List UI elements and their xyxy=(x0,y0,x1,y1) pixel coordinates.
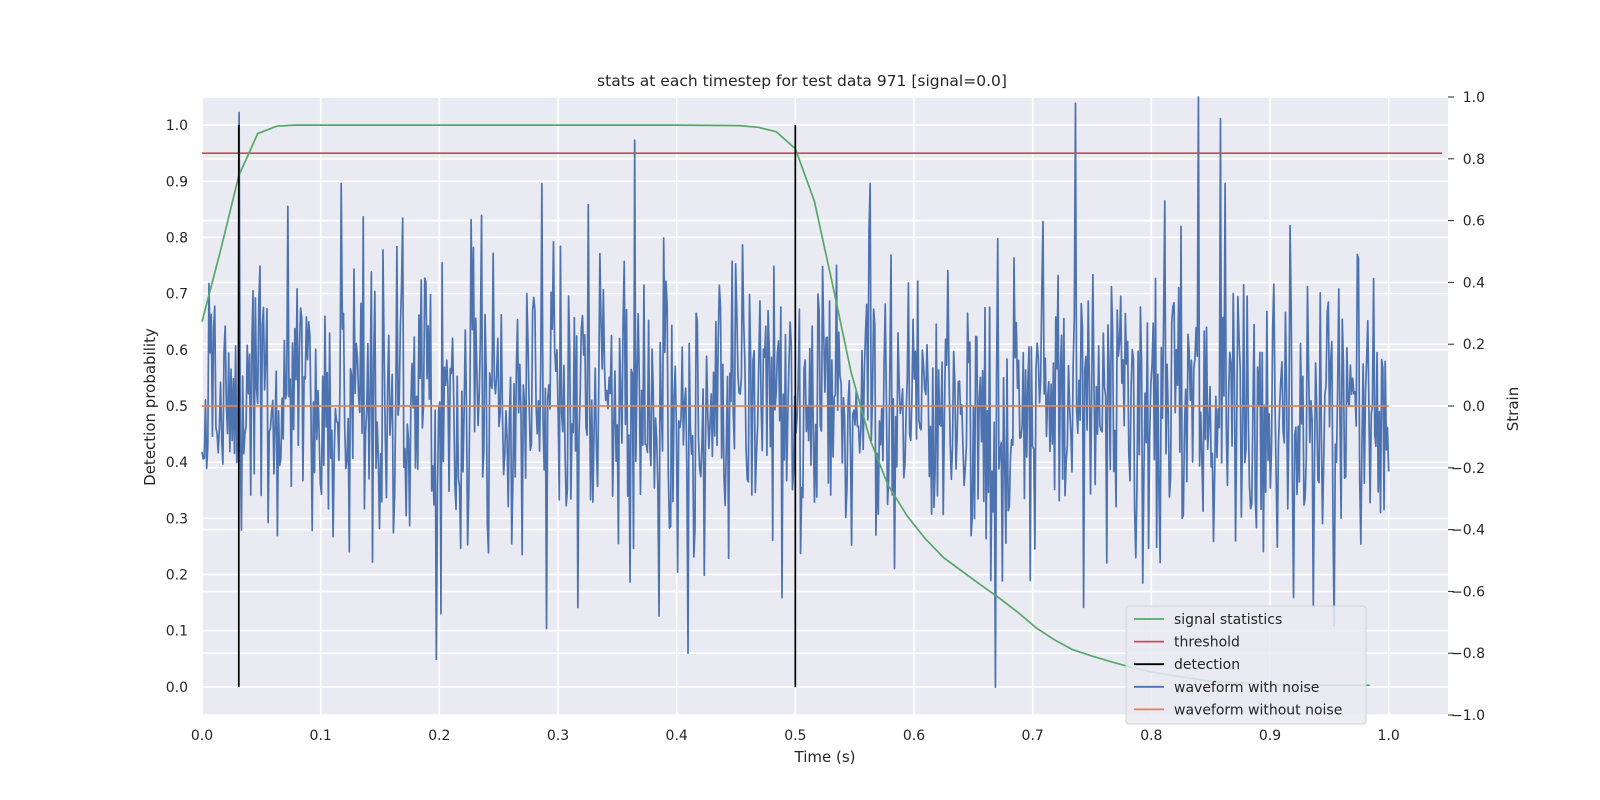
x-tick-label: 0.7 xyxy=(1022,728,1044,744)
right-axis-label: Strain xyxy=(1504,387,1522,431)
y-left-tick-label: 0.8 xyxy=(166,230,188,246)
y-right-tick-label: −0.8 xyxy=(1451,646,1485,662)
y-left-tick-label: 0.6 xyxy=(166,343,188,359)
x-tick-label: 0.6 xyxy=(903,728,925,744)
legend-label: detection xyxy=(1174,657,1240,673)
x-tick-label: 0.8 xyxy=(1140,728,1162,744)
x-axis-label: Time (s) xyxy=(794,748,856,766)
x-tick-label: 0.5 xyxy=(784,728,806,744)
y-left-tick-label: 0.3 xyxy=(166,511,188,527)
y-right-tick-label: −0.2 xyxy=(1451,461,1485,477)
x-tick-label: 0.1 xyxy=(310,728,332,744)
y-left-tick-label: 1.0 xyxy=(166,118,188,134)
left-axis-ticks: 0.0 0.1 0.2 0.3 0.4 0.5 0.6 0.7 0.8 0.9 1.0 xyxy=(166,118,188,696)
y-right-tick-label: −1.0 xyxy=(1451,708,1485,724)
y-left-tick-label: 0.7 xyxy=(166,287,188,303)
y-left-tick-label: 0.5 xyxy=(166,399,188,415)
y-right-tick-label: −0.4 xyxy=(1451,523,1485,539)
x-tick-label: 0.9 xyxy=(1259,728,1281,744)
y-right-tick-label: 1.0 xyxy=(1463,90,1485,106)
legend-box xyxy=(1125,605,1367,725)
left-axis-label: Detection probability xyxy=(141,328,159,486)
y-left-tick-label: 0.9 xyxy=(166,174,188,190)
legend-label: signal statistics xyxy=(1174,612,1282,628)
y-left-tick-label: 0.1 xyxy=(166,624,188,640)
x-axis-ticks: 0.0 0.1 0.2 0.3 0.4 0.5 0.6 0.7 0.8 0.9 1.0 xyxy=(191,728,1400,744)
right-axis-ticks: −1.0 −0.8 −0.6 −0.4 −0.2 0.0 0.2 0.4 0.6 0.8 1.0 xyxy=(1448,90,1485,724)
x-tick-label: 0.3 xyxy=(547,728,569,744)
legend-label: waveform without noise xyxy=(1174,702,1342,718)
y-right-tick-label: 0.6 xyxy=(1463,214,1485,230)
x-tick-label: 0.4 xyxy=(666,728,688,744)
x-tick-label: 0.0 xyxy=(191,728,213,744)
legend-label: threshold xyxy=(1174,635,1240,651)
y-right-tick-label: 0.0 xyxy=(1463,399,1485,415)
x-tick-label: 1.0 xyxy=(1378,728,1400,744)
x-tick-label: 0.2 xyxy=(428,728,450,744)
legend-label: waveform with noise xyxy=(1174,680,1319,696)
chart-title: stats at each timestep for test data 971… xyxy=(597,72,1007,90)
y-right-tick-label: −0.6 xyxy=(1451,584,1485,600)
y-left-tick-label: 0.4 xyxy=(166,455,188,471)
y-right-tick-label: 0.8 xyxy=(1463,152,1485,168)
series-layer xyxy=(201,96,1443,689)
y-right-tick-label: 0.4 xyxy=(1463,275,1485,291)
y-right-tick-label: 0.2 xyxy=(1463,337,1485,353)
y-left-tick-label: 0.0 xyxy=(166,680,188,696)
legend: signal statistics threshold detection wavef… xyxy=(1125,605,1367,725)
y-left-tick-label: 0.2 xyxy=(166,568,188,584)
